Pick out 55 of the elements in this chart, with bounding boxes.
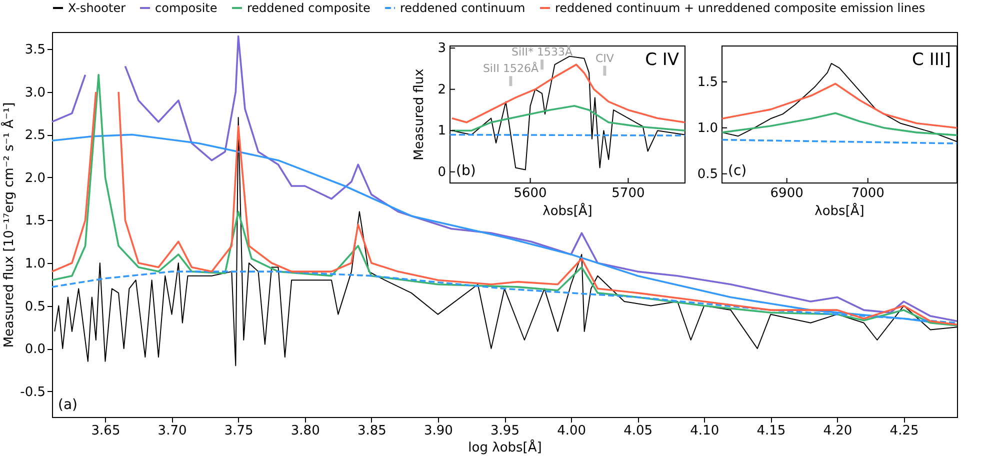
- y-tick-label: 1: [438, 124, 446, 139]
- x-tick-label: 4.25: [890, 424, 919, 438]
- legend-label: reddened continuum: [400, 1, 526, 15]
- x-axis-title: log λobs[Å]: [468, 438, 542, 456]
- annotation: SiII 1526Å: [482, 61, 539, 76]
- y-tick-label: 1.5: [697, 74, 718, 90]
- y-tick-label: 3.5: [24, 42, 46, 58]
- legend-label: reddened composite: [247, 1, 370, 15]
- legend-label: reddened continuum + unreddened composite emission lines: [555, 1, 926, 15]
- x-axis-title: λobs[Å]: [542, 202, 592, 219]
- x-tick-label: 6900: [770, 186, 804, 201]
- line-series: [721, 82, 958, 129]
- x-tick-label: 5700: [612, 186, 645, 201]
- annotation: CIV: [595, 52, 614, 65]
- x-tick-label: 5600: [514, 186, 547, 201]
- x-tick-label: 4.10: [690, 424, 720, 438]
- y-tick-label: 1.5: [24, 214, 46, 229]
- annotation: (a): [58, 397, 78, 413]
- y-tick-label: 0.5: [697, 166, 718, 182]
- y-axis-title: Measured flux: [412, 68, 427, 160]
- y-tick-label: 3.0: [24, 85, 46, 100]
- y-tick-label: 1.0: [697, 120, 718, 136]
- y-tick-label: 2: [438, 82, 446, 98]
- legend-label: composite: [155, 1, 218, 15]
- x-tick-label: 3.70: [158, 424, 187, 438]
- y-tick-label: -0.5: [20, 384, 46, 400]
- annotation: C IV: [645, 50, 680, 70]
- y-tick-label: 0: [438, 164, 446, 180]
- y-axis-title: Measured flux [10⁻¹⁷erg cm⁻² s⁻¹ Å⁻¹]: [0, 102, 18, 348]
- annotation: (b): [456, 163, 476, 179]
- x-tick-label: 7000: [851, 186, 884, 201]
- y-tick-label: 1.0: [24, 256, 46, 272]
- y-tick-label: 2.5: [24, 128, 46, 144]
- x-axis-title: λobs[Å]: [814, 202, 864, 219]
- y-tick-label: 2.0: [24, 170, 46, 186]
- y-tick-label: 3: [438, 41, 446, 56]
- line-series: [721, 112, 958, 136]
- x-tick-label: 3.75: [224, 424, 254, 438]
- x-tick-label: 3.80: [290, 424, 320, 438]
- x-tick-label: 4.15: [756, 424, 786, 438]
- line-series: [451, 104, 686, 132]
- annotation: C III]: [912, 50, 951, 70]
- annotation: SiII* 1533Å: [512, 44, 574, 59]
- x-tick-label: 4.00: [557, 424, 586, 438]
- legend-label: X-shooter: [68, 1, 126, 15]
- annotation: (c): [728, 163, 747, 179]
- x-tick-label: 3.85: [357, 424, 386, 438]
- y-tick-label: 0.5: [24, 299, 46, 314]
- x-tick-label: 3.90: [424, 424, 453, 438]
- x-tick-label: 4.05: [624, 424, 653, 438]
- y-tick-label: 0.0: [24, 342, 46, 358]
- x-tick-label: 3.65: [91, 424, 120, 438]
- x-tick-label: 4.20: [823, 424, 852, 438]
- line-series: [451, 64, 686, 124]
- x-tick-label: 3.95: [490, 424, 520, 438]
